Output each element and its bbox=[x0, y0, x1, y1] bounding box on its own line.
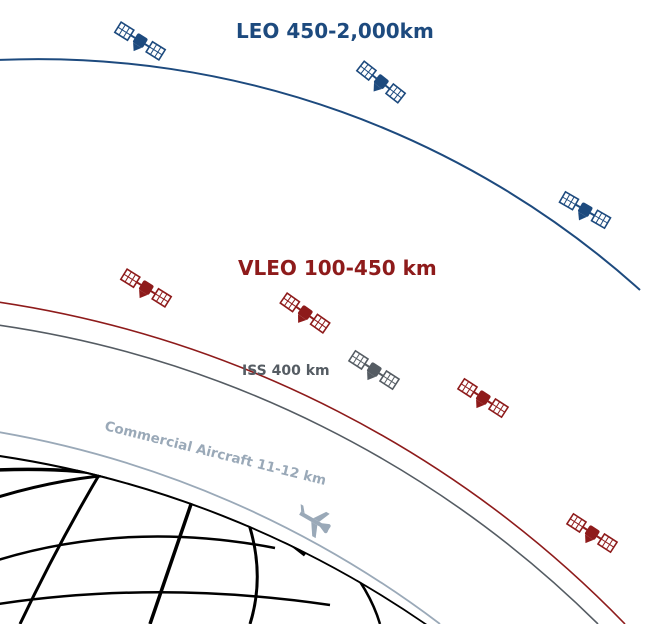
vleo-satellite-3 bbox=[453, 377, 510, 424]
vleo-satellite-2 bbox=[275, 292, 331, 339]
satellite-icon bbox=[352, 60, 407, 109]
vleo-satellite-4 bbox=[562, 512, 619, 559]
satellite-icon bbox=[562, 512, 619, 559]
satellite-icon bbox=[110, 21, 167, 66]
satellite-icon bbox=[555, 190, 612, 235]
earth-globe-icon bbox=[0, 455, 427, 624]
iss-orbit-line bbox=[0, 324, 599, 624]
space-station-icon bbox=[344, 349, 401, 396]
satellite-icon bbox=[116, 268, 173, 313]
vleo-satellite-1 bbox=[116, 268, 173, 313]
aircraft-route-line bbox=[0, 431, 441, 624]
leo-satellite-3 bbox=[555, 190, 612, 235]
aircraft-label: Commercial Aircraft 11-12 km bbox=[103, 418, 328, 489]
vleo-orbit-line bbox=[0, 301, 626, 624]
iss-station bbox=[344, 349, 401, 396]
leo-satellite-1 bbox=[110, 21, 167, 66]
satellite-icon bbox=[453, 377, 510, 424]
satellite-icon bbox=[275, 292, 331, 339]
vleo-label: VLEO 100-450 km bbox=[238, 256, 437, 280]
leo-label: LEO 450-2,000km bbox=[236, 19, 434, 43]
leo-satellite-2 bbox=[352, 60, 407, 109]
aircraft bbox=[289, 498, 336, 542]
airplane-icon bbox=[289, 498, 336, 542]
leo-orbit-line bbox=[0, 58, 641, 291]
iss-label: ISS 400 km bbox=[242, 363, 330, 379]
